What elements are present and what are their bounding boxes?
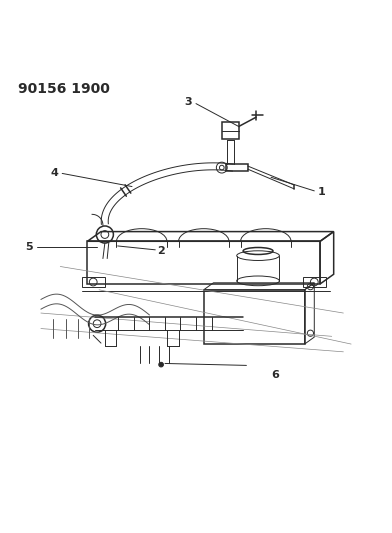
Text: 4: 4 — [51, 168, 58, 177]
Text: 3: 3 — [185, 96, 192, 107]
Circle shape — [159, 362, 163, 367]
Text: 5: 5 — [25, 242, 32, 252]
Text: 6: 6 — [272, 370, 279, 380]
Text: 1: 1 — [318, 187, 326, 197]
Text: 2: 2 — [157, 246, 165, 256]
Text: 90156 1900: 90156 1900 — [18, 82, 109, 96]
